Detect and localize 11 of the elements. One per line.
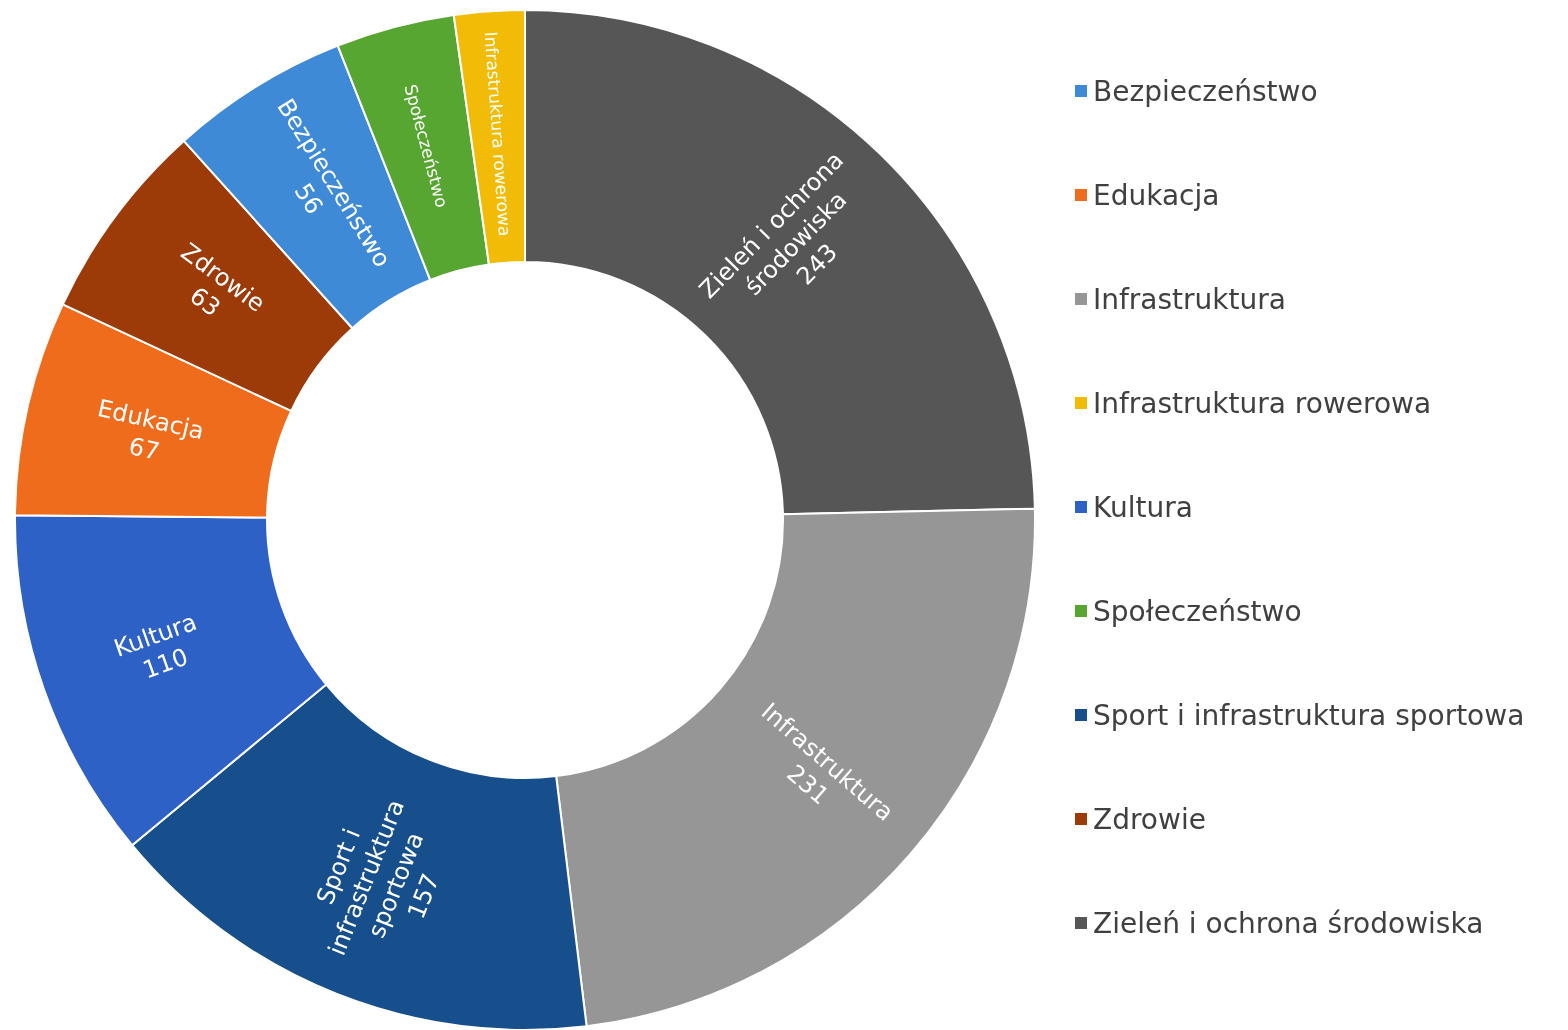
legend-label: Społeczeństwo	[1093, 594, 1302, 628]
slice-label: Infrastruktura rowerowa	[480, 30, 516, 238]
legend-label: Infrastruktura	[1093, 282, 1286, 316]
legend-label: Bezpieczeństwo	[1093, 74, 1318, 108]
legend-label: Sport i infrastruktura sportowa	[1093, 698, 1525, 732]
legend-label: Zdrowie	[1093, 802, 1206, 836]
legend-label: Kultura	[1093, 490, 1193, 524]
data-label: 67	[126, 432, 163, 467]
legend-label: Zieleń i ochrona środowiska	[1093, 906, 1484, 940]
legend-label: Edukacja	[1093, 178, 1220, 212]
legend-label: Infrastruktura rowerowa	[1093, 386, 1432, 420]
